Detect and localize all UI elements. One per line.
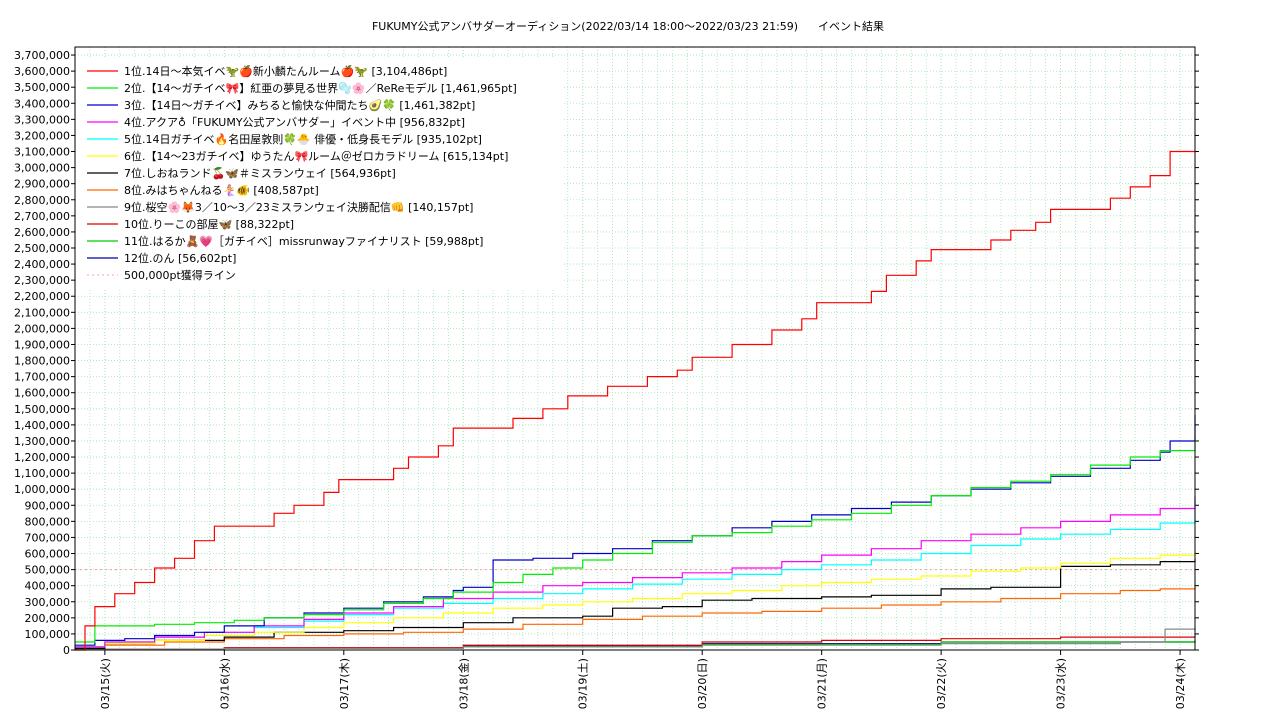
legend-label: 7位.しおねランド🍒🦋＃ミスランウェイ [564,936pt] bbox=[124, 166, 396, 180]
x-axis: 03/15(火) 03/16(水) 03/17(木) 03/18(金) 03/19(土)… bbox=[99, 650, 1187, 709]
y-tick-label: 2,000,000 bbox=[14, 322, 70, 335]
y-tick-label: 2,100,000 bbox=[14, 306, 70, 319]
legend-label: 4位.アクア♁「FUKUMY公式アンバサダー」イベント中 [956,832pt] bbox=[124, 115, 465, 129]
series-line bbox=[75, 559, 1196, 649]
y-tick-label: 2,900,000 bbox=[14, 178, 70, 191]
series-line bbox=[75, 437, 1196, 643]
legend: 1位.14日〜本気イベ🦖🍎新小麟たんルーム🍎🦖 [3,104,486pt] 2位.… bbox=[78, 57, 563, 289]
x-tick-label: 03/20(日) bbox=[696, 658, 709, 709]
y-tick-label: 2,600,000 bbox=[14, 226, 70, 239]
series-line bbox=[75, 150, 1196, 651]
y-tick-label: 400,000 bbox=[25, 580, 71, 593]
y-tick-label: 3,400,000 bbox=[14, 97, 70, 110]
x-tick-label: 03/24(木) bbox=[1174, 658, 1187, 709]
y-tick-label: 1,500,000 bbox=[14, 403, 70, 416]
y-tick-label: 2,700,000 bbox=[14, 210, 70, 223]
series-line bbox=[75, 496, 1196, 648]
y-tick-label: 1,600,000 bbox=[14, 387, 70, 400]
legend-label: 10位.りーこの部屋🦋 [88,322pt] bbox=[124, 217, 294, 231]
series-line bbox=[75, 415, 1196, 646]
x-tick-label: 03/23(水) bbox=[1055, 658, 1068, 709]
x-tick-label: 03/19(土) bbox=[577, 658, 590, 709]
y-tick-label: 300,000 bbox=[25, 596, 71, 609]
x-tick-label: 03/17(木) bbox=[338, 658, 351, 709]
chart-title: FUKUMY公式アンバサダーオーディション(2022/03/14 18:00〜2… bbox=[372, 19, 798, 33]
x-tick-label: 03/15(火) bbox=[99, 658, 112, 709]
legend-label: 3位.【14日〜ガチイベ】みちると愉快な仲間たち🥑🍀 [1,461,382pt] bbox=[124, 98, 475, 112]
y-tick-label: 3,300,000 bbox=[14, 113, 70, 126]
y-axis: 0 100,000 200,000 300,000 400,000 500,000 600,… bbox=[14, 49, 1199, 657]
series-line bbox=[75, 627, 1196, 650]
x-tick-label: 03/22(火) bbox=[935, 658, 948, 709]
y-tick-label: 2,800,000 bbox=[14, 194, 70, 207]
y-tick-label: 1,300,000 bbox=[14, 435, 70, 448]
x-tick-label: 03/21(月) bbox=[816, 658, 829, 709]
y-tick-label: 1,000,000 bbox=[14, 483, 70, 496]
chart-subtitle: イベント結果 bbox=[818, 19, 884, 33]
y-tick-label: 3,100,000 bbox=[14, 146, 70, 159]
y-tick-label: 1,700,000 bbox=[14, 371, 70, 384]
y-tick-label: 1,400,000 bbox=[14, 419, 70, 432]
legend-label: 1位.14日〜本気イベ🦖🍎新小麟たんルーム🍎🦖 [3,104,486pt] bbox=[124, 64, 447, 78]
y-tick-label: 1,900,000 bbox=[14, 338, 70, 351]
y-tick-label: 0 bbox=[63, 644, 70, 657]
series-line bbox=[75, 635, 1196, 650]
y-tick-label: 3,200,000 bbox=[14, 129, 70, 142]
legend-label: 6位.【14〜23ガチイベ】ゆうたん🎀ルーム＠ゼロカラドリーム [615,134… bbox=[124, 149, 508, 163]
y-tick-label: 900,000 bbox=[25, 499, 71, 512]
y-tick-label: 3,600,000 bbox=[14, 65, 70, 78]
legend-label: 5位.14日ガチイベ🔥名田屋敦則🍀🐣 俳優・低身長モデル [935,102pt] bbox=[124, 132, 482, 146]
legend-label: 500,000pt獲得ライン bbox=[124, 269, 236, 282]
x-tick-label: 03/18(金) bbox=[456, 658, 470, 709]
y-tick-label: 600,000 bbox=[25, 548, 71, 561]
series-lines bbox=[75, 150, 1196, 651]
y-tick-label: 3,700,000 bbox=[14, 49, 70, 62]
y-tick-label: 3,500,000 bbox=[14, 81, 70, 94]
y-tick-label: 800,000 bbox=[25, 515, 71, 528]
y-tick-label: 2,400,000 bbox=[14, 258, 70, 271]
y-tick-label: 1,100,000 bbox=[14, 467, 70, 480]
legend-label: 9位.桜空🌸🦊3／10〜3／23ミスランウェイ決勝配信👊 [140,157pt] bbox=[124, 200, 473, 214]
y-tick-label: 100,000 bbox=[25, 628, 71, 641]
legend-label: 12位.のん [56,602pt] bbox=[124, 251, 236, 265]
y-tick-label: 2,500,000 bbox=[14, 242, 70, 255]
series-line bbox=[75, 584, 1196, 649]
y-tick-label: 1,800,000 bbox=[14, 355, 70, 368]
legend-label: 11位.はるか🧸💗［ガチイベ］missrunwayファイナリスト [59,988… bbox=[124, 234, 483, 248]
y-tick-label: 200,000 bbox=[25, 612, 71, 625]
y-tick-label: 500,000 bbox=[25, 564, 71, 577]
y-tick-label: 3,000,000 bbox=[14, 162, 70, 175]
plot-frame bbox=[74, 46, 1196, 651]
x-tick-label: 03/16(水) bbox=[218, 658, 231, 709]
legend-background bbox=[78, 57, 563, 289]
y-tick-label: 700,000 bbox=[25, 531, 71, 544]
legend-label: 2位.【14〜ガチイベ🎀】紅亜の夢見る世界🫧🌸／ReReモデル [1,461,9… bbox=[124, 81, 517, 95]
y-tick-label: 2,200,000 bbox=[14, 290, 70, 303]
y-tick-label: 2,300,000 bbox=[14, 274, 70, 287]
y-tick-label: 1,200,000 bbox=[14, 451, 70, 464]
legend-label: 8位.みはちゃんねる🧜‍♀️🐠 [408,587pt] bbox=[124, 183, 319, 197]
